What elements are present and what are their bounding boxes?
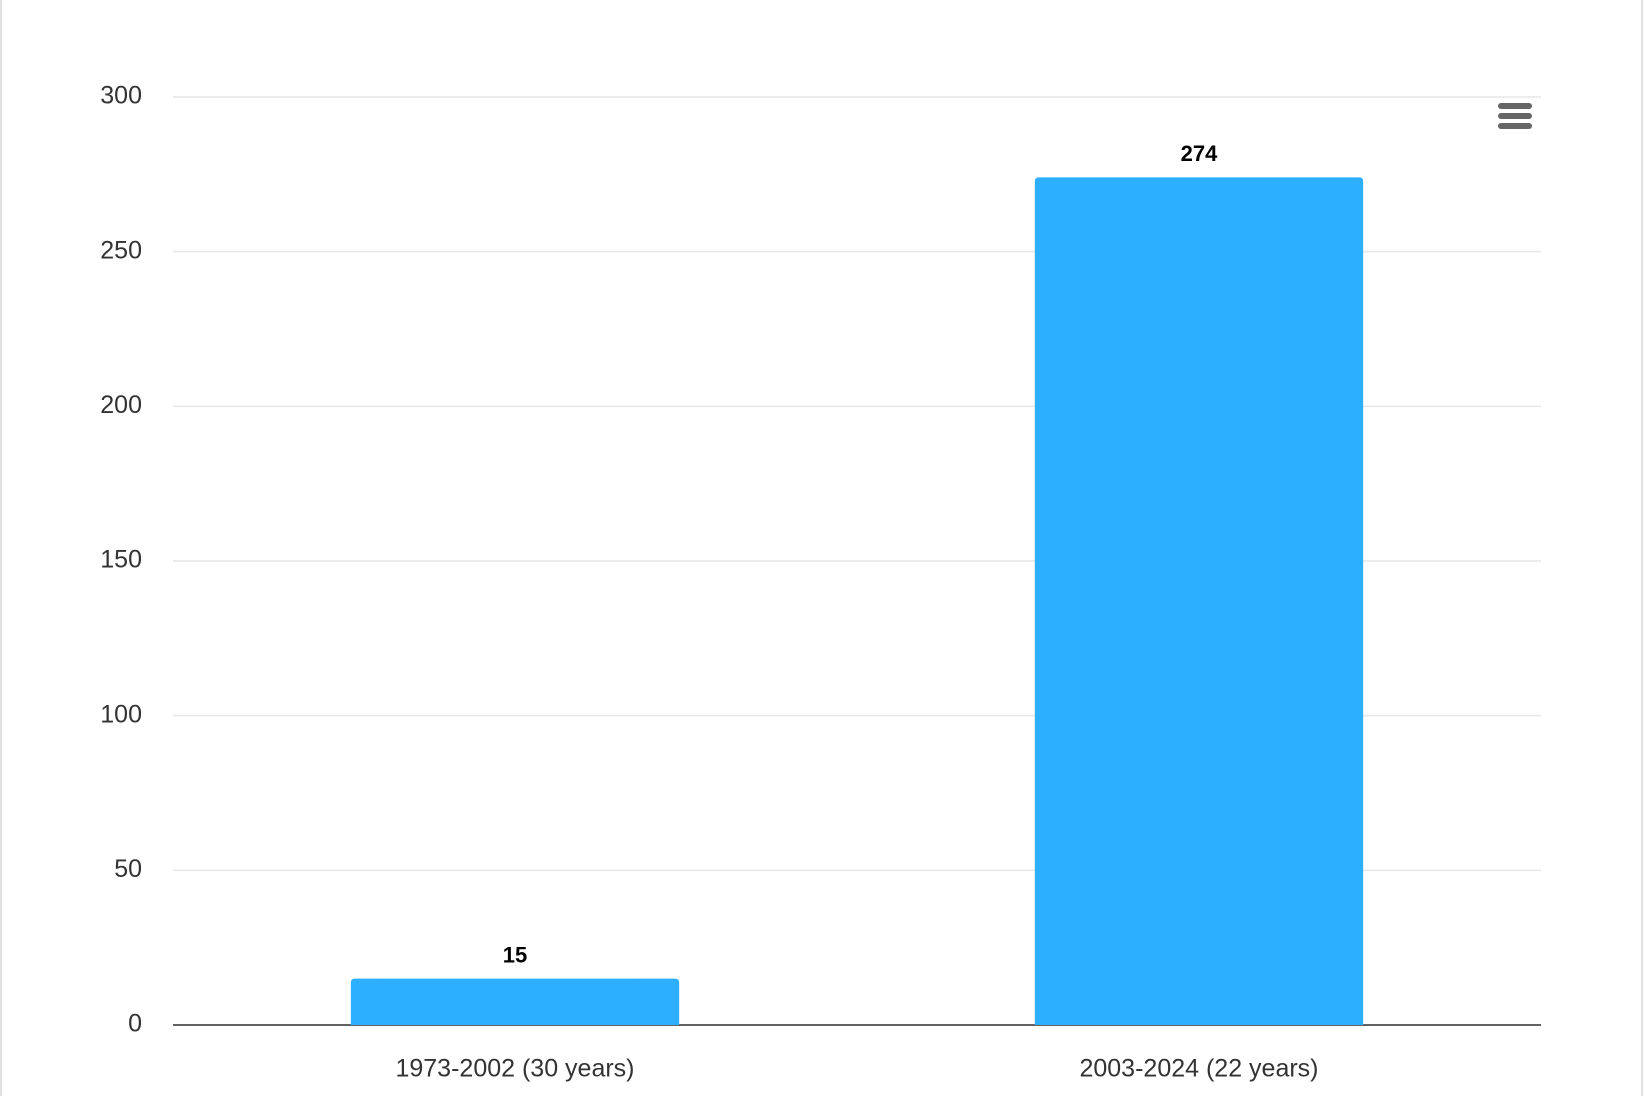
menu-icon-bar bbox=[1498, 113, 1532, 119]
y-tick-label: 100 bbox=[100, 700, 142, 728]
y-tick-label: 50 bbox=[114, 855, 142, 883]
menu-button[interactable] bbox=[1497, 100, 1533, 132]
y-tick-label: 250 bbox=[100, 236, 142, 264]
y-tick-label: 150 bbox=[100, 546, 142, 574]
x-tick-label: 2003-2024 (22 years) bbox=[1079, 1055, 1318, 1083]
y-tick-label: 0 bbox=[128, 1010, 142, 1038]
bar bbox=[1034, 177, 1364, 1026]
data-label: 274 bbox=[1181, 141, 1218, 166]
y-tick-label: 200 bbox=[100, 391, 142, 419]
x-tick-label: 1973-2002 (30 years) bbox=[395, 1055, 634, 1083]
y-tick-label: 300 bbox=[100, 82, 142, 110]
menu-icon-bar bbox=[1498, 103, 1532, 109]
data-label: 15 bbox=[503, 942, 527, 967]
bar bbox=[350, 978, 680, 1025]
menu-icon-bar bbox=[1498, 123, 1532, 129]
